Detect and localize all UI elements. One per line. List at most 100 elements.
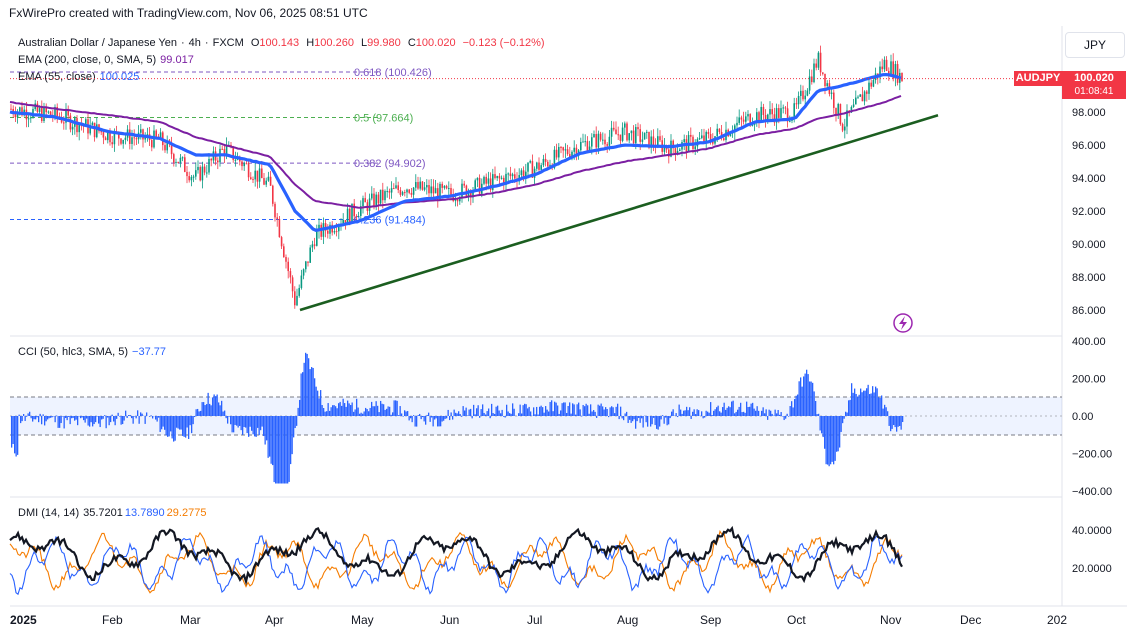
cci-bar xyxy=(431,416,433,418)
cci-bar xyxy=(203,402,205,416)
candle-body xyxy=(852,104,855,107)
cci-legend[interactable]: CCI (50, hlc3, SMA, 5) −37.77 xyxy=(18,346,170,358)
candle-body xyxy=(305,261,307,270)
cci-bar xyxy=(557,405,559,416)
cci-bar xyxy=(342,398,344,416)
cci-bar xyxy=(441,416,443,422)
candle-body xyxy=(591,137,593,147)
candle-body xyxy=(91,122,94,126)
candle-body xyxy=(868,82,870,94)
candle-body xyxy=(441,183,443,188)
cci-bar xyxy=(470,408,472,416)
cci-bar xyxy=(702,416,704,419)
cci-bar xyxy=(486,411,488,416)
cci-bar xyxy=(663,416,665,424)
cci-bar xyxy=(743,411,745,416)
cci-bar xyxy=(84,416,86,423)
cci-bar xyxy=(341,405,343,416)
cci-bar xyxy=(528,406,530,416)
cci-bar xyxy=(593,410,595,416)
currency-button[interactable]: JPY xyxy=(1065,32,1125,58)
candle-body xyxy=(888,70,890,75)
cci-bar xyxy=(809,381,811,416)
candle-body xyxy=(302,269,305,276)
cci-bar xyxy=(338,403,340,416)
symbol-name: Australian Dollar / Japanese Yen xyxy=(18,37,177,49)
cci-bar xyxy=(446,416,448,419)
ema55-legend[interactable]: EMA (55, close) 100.025 xyxy=(18,71,143,83)
candle-body xyxy=(496,175,498,179)
cci-axis: 400.00 200.00 0.00 −200.00 −400.00 xyxy=(1072,336,1112,498)
lightning-alert-icon[interactable] xyxy=(893,313,913,333)
candle-body xyxy=(353,203,355,217)
cci-bar xyxy=(536,406,538,416)
candle-body xyxy=(10,108,12,110)
cci-bar xyxy=(479,416,481,418)
cci-bar xyxy=(57,416,59,428)
candle-body xyxy=(494,174,496,179)
cci-bar xyxy=(731,401,733,416)
candle-body xyxy=(872,80,875,87)
cci-bar xyxy=(804,373,806,416)
candle-body xyxy=(399,190,402,195)
cci-bar xyxy=(680,409,682,416)
candle-body xyxy=(415,182,417,188)
fib-levels[interactable]: 0.618 (100.426) 0.5 (97.664) 0.382 (94.902… xyxy=(10,67,432,227)
cci-bar xyxy=(537,414,539,416)
candle-body xyxy=(296,295,298,306)
cci-bar xyxy=(458,411,460,416)
trendline[interactable] xyxy=(299,114,939,312)
cci-bar xyxy=(632,416,634,422)
cci-bar xyxy=(359,413,361,416)
candle-body xyxy=(144,137,146,140)
adx-value: 35.7201 xyxy=(83,507,123,519)
candle-body xyxy=(131,137,133,144)
cci-bar xyxy=(866,388,868,416)
cci-bar xyxy=(575,414,577,416)
cci-bar xyxy=(549,401,551,416)
dmi-legend[interactable]: DMI (14, 14) 35.7201 13.7890 29.2775 xyxy=(18,507,210,519)
cci-bar xyxy=(480,409,482,416)
candle-body xyxy=(470,190,472,198)
cci-bar xyxy=(551,400,553,416)
ema55-line[interactable] xyxy=(9,72,902,232)
cci-bar xyxy=(690,416,692,419)
candle-body xyxy=(170,144,173,155)
cci-bar xyxy=(132,416,134,424)
candle-body xyxy=(190,176,193,181)
price-axis[interactable]: 98.000 96.000 94.000 92.000 90.000 88.000 86.0… xyxy=(1072,107,1106,317)
di-plus-line[interactable] xyxy=(9,533,903,596)
adx-line[interactable] xyxy=(9,525,903,586)
candle-body xyxy=(615,129,617,135)
candle-body xyxy=(164,145,166,151)
price-tick-label: 88.000 xyxy=(1072,272,1106,284)
cci-bar xyxy=(653,416,655,418)
cci-bar xyxy=(471,416,473,419)
cci-bar xyxy=(411,416,413,423)
cci-bar xyxy=(614,413,616,416)
candle-body xyxy=(595,134,597,148)
candle-body xyxy=(261,168,263,179)
candle-body xyxy=(593,134,595,138)
ema200-line[interactable] xyxy=(9,94,902,209)
candle-body xyxy=(294,291,296,306)
cci-bar xyxy=(63,416,65,429)
cci-bar xyxy=(438,416,440,427)
candle-body xyxy=(373,193,375,207)
time-tick-label: Jun xyxy=(440,613,459,627)
ema200-legend[interactable]: EMA (200, close, 0, SMA, 5) 99.017 xyxy=(18,54,198,66)
cci-bar xyxy=(846,412,848,416)
cci-bar xyxy=(305,352,307,416)
time-tick-label: 202 xyxy=(1047,613,1067,627)
cci-bar xyxy=(692,411,694,416)
cci-bar xyxy=(374,406,376,416)
cci-bar xyxy=(749,406,751,416)
candle-body xyxy=(318,224,320,231)
candle-body xyxy=(27,118,30,120)
time-axis[interactable]: 2025 Feb Mar Apr May Jun Jul Aug Sep Oct Nov Dec 202 xyxy=(10,613,1067,627)
cci-tick-label: 0.00 xyxy=(1072,411,1093,423)
cci-bar xyxy=(492,413,494,416)
candle-body xyxy=(505,173,507,185)
candle-body xyxy=(357,215,360,217)
